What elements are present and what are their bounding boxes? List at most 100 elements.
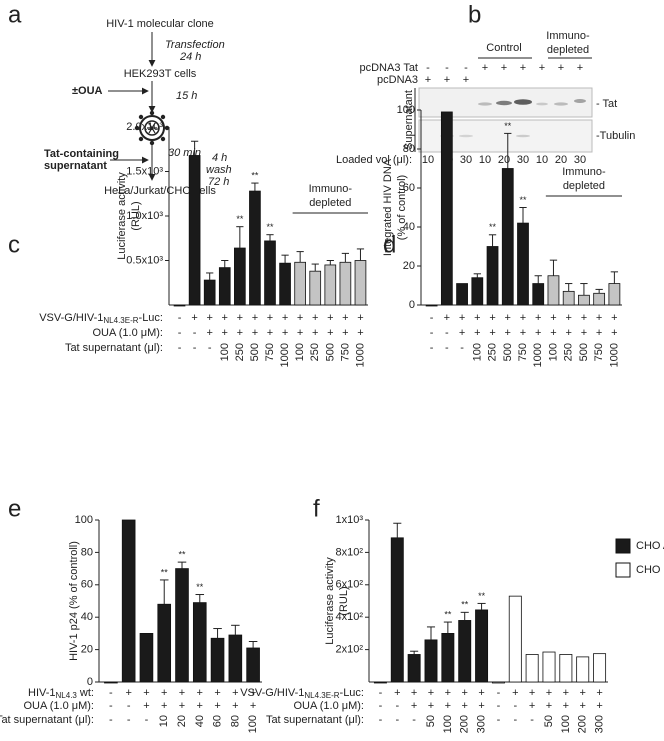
volume: 20 bbox=[555, 154, 567, 166]
significance: ** bbox=[519, 195, 527, 205]
condition-value: + bbox=[474, 312, 480, 324]
step-text: ±OUA bbox=[72, 85, 103, 97]
condition-value: + bbox=[550, 312, 556, 324]
y-axis-label: Luciferase activity bbox=[324, 557, 336, 645]
condition-value: 200 bbox=[577, 715, 589, 733]
group-label: Immuno- bbox=[562, 166, 606, 178]
group-label: depleted bbox=[309, 197, 351, 209]
bar bbox=[517, 222, 529, 306]
condition-value: + bbox=[197, 687, 203, 699]
y-tick-label: 4x10² bbox=[335, 611, 363, 623]
condition-label-part: wt: bbox=[77, 687, 94, 699]
step-note: 72 h bbox=[208, 176, 229, 188]
condition-value: + bbox=[505, 327, 511, 339]
bar bbox=[593, 292, 606, 306]
condition-value: - bbox=[379, 714, 383, 726]
bar bbox=[424, 639, 438, 683]
sign: + bbox=[463, 74, 469, 86]
condition-value: + bbox=[267, 327, 273, 339]
bar bbox=[542, 651, 556, 683]
condition-value: - bbox=[178, 342, 182, 354]
significance: ** bbox=[504, 121, 512, 131]
condition-value: - bbox=[513, 700, 517, 712]
condition-value: 500 bbox=[578, 343, 590, 361]
y-tick-label: 80 bbox=[403, 143, 415, 155]
bar bbox=[192, 602, 207, 683]
condition-value: + bbox=[535, 312, 541, 324]
bar bbox=[593, 653, 607, 683]
condition-value: + bbox=[297, 312, 303, 324]
condition-value: 250 bbox=[487, 343, 499, 361]
condition-value: + bbox=[596, 327, 602, 339]
bar bbox=[578, 294, 590, 306]
condition-value: - bbox=[395, 714, 399, 726]
condition-value: + bbox=[505, 312, 511, 324]
condition-value: + bbox=[550, 327, 556, 339]
condition-value: + bbox=[222, 312, 228, 324]
y-tick-label: 6x10² bbox=[335, 579, 363, 591]
condition-value: + bbox=[222, 327, 228, 339]
condition-value: 1000 bbox=[279, 343, 291, 367]
condition-value: - bbox=[395, 700, 399, 712]
sign: + bbox=[482, 62, 488, 74]
sign: - bbox=[445, 62, 449, 74]
condition-label-part: HIV-1 bbox=[28, 687, 56, 699]
condition-label: VSV-G/HIV-1NL4.3E-R-Luc: bbox=[240, 687, 364, 700]
group-label: depleted bbox=[563, 180, 605, 192]
condition-value: + bbox=[327, 312, 333, 324]
y-axis-label: (% of control) bbox=[396, 175, 408, 240]
condition-value: + bbox=[474, 327, 480, 339]
condition-value: 100 bbox=[294, 343, 306, 361]
panel-letter: c bbox=[8, 231, 20, 258]
condition-value: 500 bbox=[502, 343, 514, 361]
y-tick-label: 2x10² bbox=[335, 644, 363, 656]
condition-value: + bbox=[206, 327, 212, 339]
significance: ** bbox=[461, 600, 469, 610]
group-label: depleted bbox=[547, 44, 589, 56]
step-text: Tat-containing bbox=[44, 148, 119, 160]
condition-value: + bbox=[252, 312, 258, 324]
condition-value: + bbox=[232, 687, 238, 699]
bar bbox=[264, 240, 276, 306]
bar bbox=[441, 633, 455, 683]
bar bbox=[339, 261, 352, 306]
volume: 30 bbox=[574, 154, 586, 166]
step-text: HIV-1 molecular clone bbox=[106, 18, 214, 30]
y-tick-label: 80 bbox=[81, 546, 93, 558]
condition-value: + bbox=[394, 687, 400, 699]
condition-value: 750 bbox=[339, 343, 351, 361]
condition-value: - bbox=[530, 714, 534, 726]
condition-value: 1000 bbox=[608, 343, 620, 367]
y-tick-label: 20 bbox=[81, 644, 93, 656]
condition-value: 100 bbox=[471, 343, 483, 361]
condition-value: 500 bbox=[324, 343, 336, 361]
condition-value: + bbox=[596, 700, 602, 712]
condition-value: 750 bbox=[593, 343, 605, 361]
condition-value: 300 bbox=[594, 715, 606, 733]
panel-a: a HIV-1 molecular clone Transfection 24 … bbox=[8, 1, 232, 197]
condition-value: 300 bbox=[476, 715, 488, 733]
y-axis-label: HIV-1 p24 (% of controll) bbox=[68, 541, 80, 661]
condition-value: 100 bbox=[442, 715, 454, 733]
condition-value: - bbox=[127, 714, 131, 726]
condition-value: + bbox=[512, 687, 518, 699]
condition-value: + bbox=[444, 312, 450, 324]
cell-icon bbox=[134, 110, 170, 146]
condition-value: - bbox=[109, 687, 113, 699]
bar bbox=[508, 595, 522, 683]
condition-label: Tat supernatant (μl): bbox=[0, 714, 94, 726]
condition-value: - bbox=[412, 714, 416, 726]
y-tick-label: 100 bbox=[397, 104, 415, 116]
condition-value: + bbox=[581, 327, 587, 339]
condition-value: + bbox=[143, 687, 149, 699]
condition-value: + bbox=[125, 687, 131, 699]
condition-value: - bbox=[497, 714, 501, 726]
condition-value: + bbox=[179, 687, 185, 699]
bar bbox=[486, 246, 499, 306]
condition-value: - bbox=[497, 687, 501, 699]
significance: ** bbox=[266, 222, 274, 232]
bar bbox=[354, 260, 367, 306]
condition-value: + bbox=[357, 312, 363, 324]
y-tick-label: 0 bbox=[87, 676, 93, 688]
condition-value: + bbox=[529, 700, 535, 712]
